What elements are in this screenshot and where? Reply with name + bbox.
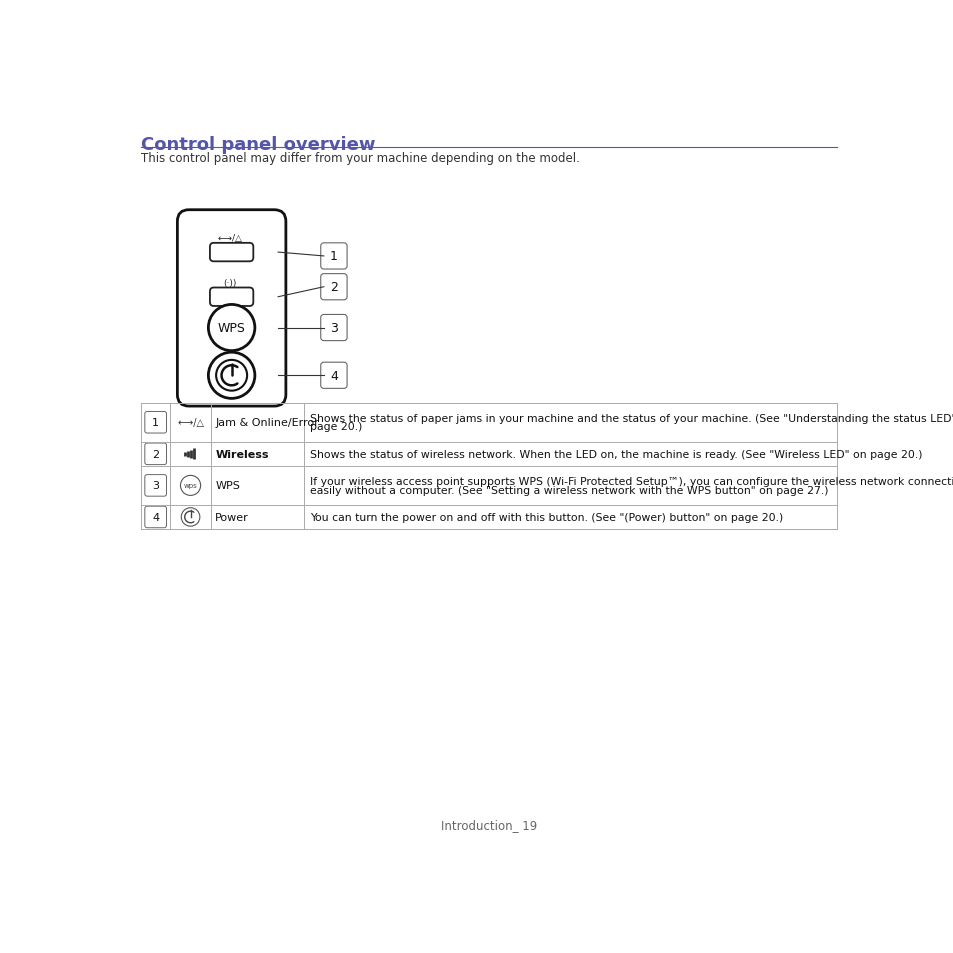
Circle shape [216, 360, 247, 392]
FancyBboxPatch shape [145, 412, 167, 434]
Text: 3: 3 [152, 481, 159, 491]
Circle shape [181, 508, 199, 527]
Text: Power: Power [215, 513, 249, 522]
Text: WPS: WPS [217, 322, 245, 335]
Text: WPS: WPS [215, 481, 240, 491]
Text: This control panel may differ from your machine depending on the model.: This control panel may differ from your … [141, 152, 579, 165]
Text: Control panel overview: Control panel overview [141, 136, 375, 153]
Text: Introduction_ 19: Introduction_ 19 [440, 819, 537, 831]
Text: 2: 2 [330, 281, 337, 294]
Circle shape [208, 353, 254, 399]
Text: easily without a computer. (See "Setting a wireless network with the WPS button": easily without a computer. (See "Setting… [310, 485, 827, 496]
Text: Shows the status of wireless network. When the LED on, the machine is ready. (Se: Shows the status of wireless network. Wh… [310, 450, 922, 459]
Text: Wireless: Wireless [215, 450, 269, 459]
FancyBboxPatch shape [210, 288, 253, 307]
Text: 4: 4 [330, 370, 337, 382]
FancyBboxPatch shape [320, 274, 347, 300]
FancyBboxPatch shape [177, 211, 286, 407]
FancyBboxPatch shape [320, 315, 347, 341]
FancyBboxPatch shape [210, 244, 253, 262]
Text: Jam & Online/Error: Jam & Online/Error [215, 417, 318, 428]
Text: You can turn the power on and off with this button. (See "(Power) button" on pag: You can turn the power on and off with t… [310, 513, 782, 522]
Text: 4: 4 [152, 513, 159, 522]
FancyBboxPatch shape [320, 363, 347, 389]
Text: Shows the status of paper jams in your machine and the status of your machine. (: Shows the status of paper jams in your m… [310, 414, 953, 423]
FancyBboxPatch shape [145, 507, 167, 528]
Text: ←→/△: ←→/△ [217, 233, 242, 243]
Text: 1: 1 [330, 251, 337, 263]
Text: 3: 3 [330, 322, 337, 335]
Text: page 20.): page 20.) [310, 422, 362, 432]
FancyBboxPatch shape [145, 443, 167, 465]
Text: 1: 1 [152, 417, 159, 428]
Text: (·)): (·)) [223, 279, 236, 288]
Circle shape [180, 476, 200, 496]
FancyBboxPatch shape [145, 476, 167, 497]
Circle shape [208, 305, 254, 352]
Text: wps: wps [184, 483, 197, 489]
Text: ←→/△: ←→/△ [177, 417, 204, 428]
Text: 2: 2 [152, 450, 159, 459]
Text: If your wireless access point supports WPS (Wi-Fi Protected Setup™), you can con: If your wireless access point supports W… [310, 476, 953, 487]
FancyBboxPatch shape [320, 244, 347, 270]
